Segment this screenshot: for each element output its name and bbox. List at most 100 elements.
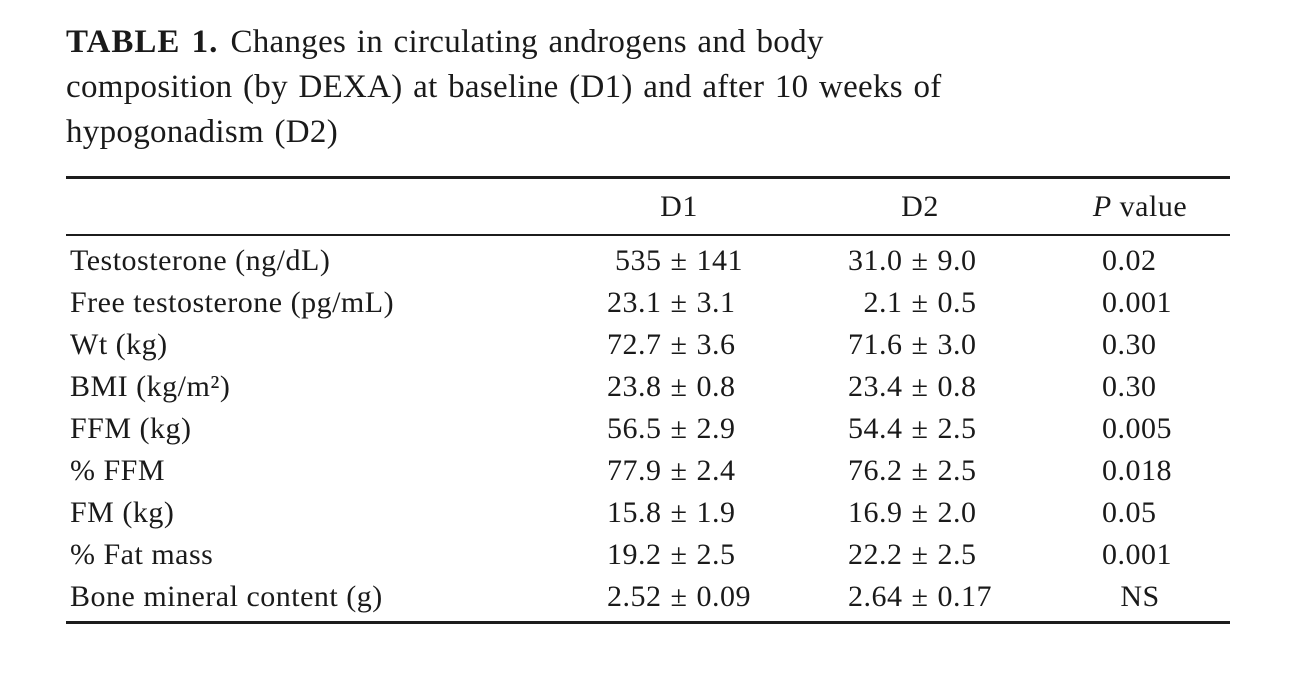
table-body: Testosterone (ng/dL) 535 ±141 31.0 ±9.0 0.02 F… [66, 235, 1230, 623]
row-label-cell: Free testosterone (pg/mL) [70, 286, 395, 319]
p-value: 0.02 [1102, 244, 1157, 277]
p-value: 0.018 [1102, 454, 1172, 487]
p-value-rest: value [1111, 189, 1188, 223]
value-mean: 16.9 [848, 496, 903, 529]
d1-value-cell: 56.5 ±2.9 [568, 408, 790, 450]
p-value: 0.005 [1102, 412, 1172, 445]
d1-value-cell-wrap: 56.5 ±2.9 [600, 412, 759, 446]
p-value-cell: NS [1050, 576, 1230, 623]
table-row: % FFM 77.9 ±2.4 76.2 ±2.5 0.018 [66, 450, 1230, 492]
d1-value-cell-wrap: 77.9 ±2.4 [600, 454, 759, 488]
d1-value-cell: 535 ±141 [568, 235, 790, 282]
value-sd: 2.9 [696, 412, 736, 445]
value-mean: 15.8 [607, 496, 662, 529]
d1-value-cell-wrap: 19.2 ±2.5 [600, 538, 759, 572]
plus-minus-sign: ± [911, 412, 929, 445]
d1-value-cell-wrap: 23.1 ±3.1 [600, 286, 759, 320]
value-sd: 2.5 [937, 412, 977, 445]
value-mean: 2.1 [863, 286, 903, 319]
d2-value-cell-wrap: 16.9 ±2.0 [841, 496, 1000, 530]
d2-value-cell: 54.4 ±2.5 [790, 408, 1050, 450]
d1-value-cell-wrap: 23.8 ±0.8 [600, 370, 759, 404]
plus-minus-sign: ± [911, 244, 929, 277]
value-mean: 31.0 [848, 244, 903, 277]
row-label-cell: Testosterone (ng/dL) [70, 244, 331, 277]
d2-value-cell-wrap: 23.4 ±0.8 [841, 370, 1000, 404]
plus-minus-sign: ± [670, 580, 688, 613]
table-row: FM (kg) 15.8 ±1.9 16.9 ±2.0 0.05 [66, 492, 1230, 534]
value-mean: 23.4 [848, 370, 903, 403]
value-sd: 0.17 [937, 580, 992, 613]
d1-value-cell-wrap: 2.52 ±0.09 [600, 580, 759, 614]
value-mean: 23.8 [607, 370, 662, 403]
d2-value-cell: 76.2 ±2.5 [790, 450, 1050, 492]
value-sd: 3.0 [937, 328, 977, 361]
value-mean: 71.6 [848, 328, 903, 361]
plus-minus-sign: ± [911, 496, 929, 529]
p-value: 0.001 [1102, 286, 1172, 319]
value-sd: 141 [696, 244, 743, 277]
value-sd: 2.5 [696, 538, 736, 571]
d2-value-cell: 23.4 ±0.8 [790, 366, 1050, 408]
d1-value-cell: 19.2 ±2.5 [568, 534, 790, 576]
value-sd: 9.0 [937, 244, 977, 277]
value-sd: 3.6 [696, 328, 736, 361]
table-row: Testosterone (ng/dL) 535 ±141 31.0 ±9.0 0.02 [66, 235, 1230, 282]
value-sd: 2.4 [696, 454, 736, 487]
p-value-cell: 0.001 [1050, 282, 1230, 324]
caption-line-1: Changes in circulating androgens and bod… [230, 24, 824, 60]
value-sd: 2.5 [937, 454, 977, 487]
header-p-value: P value [1050, 177, 1230, 236]
p-value: 0.05 [1102, 496, 1157, 529]
d2-value-cell-wrap: 2.1 ±0.5 [841, 286, 1000, 320]
caption-line-3: hypogonadism (D2) [66, 114, 338, 150]
plus-minus-sign: ± [670, 244, 688, 277]
value-mean: 2.64 [848, 580, 903, 613]
table-number: TABLE 1. [66, 24, 219, 60]
d2-value-cell: 16.9 ±2.0 [790, 492, 1050, 534]
value-sd: 2.5 [937, 538, 977, 571]
header-d2: D2 [790, 177, 1050, 236]
table-row: FFM (kg) 56.5 ±2.9 54.4 ±2.5 0.005 [66, 408, 1230, 450]
plus-minus-sign: ± [911, 454, 929, 487]
d1-value-cell: 23.1 ±3.1 [568, 282, 790, 324]
value-sd: 1.9 [696, 496, 736, 529]
value-sd: 3.1 [696, 286, 736, 319]
d2-value-cell-wrap: 76.2 ±2.5 [841, 454, 1000, 488]
plus-minus-sign: ± [670, 454, 688, 487]
d2-value-cell-wrap: 71.6 ±3.0 [841, 328, 1000, 362]
header-row: D1 D2 P value [66, 177, 1230, 236]
plus-minus-sign: ± [670, 496, 688, 529]
value-mean: 2.52 [607, 580, 662, 613]
plus-minus-sign: ± [670, 538, 688, 571]
plus-minus-sign: ± [911, 286, 929, 319]
value-sd: 2.0 [937, 496, 977, 529]
caption-line-2: composition (by DEXA) at baseline (D1) a… [66, 69, 942, 105]
d2-value-cell-wrap: 22.2 ±2.5 [841, 538, 1000, 572]
d1-value-cell: 15.8 ±1.9 [568, 492, 790, 534]
d1-value-cell-wrap: 72.7 ±3.6 [600, 328, 759, 362]
row-label-cell: FFM (kg) [70, 412, 192, 445]
d2-value-cell: 31.0 ±9.0 [790, 235, 1050, 282]
p-value: 0.30 [1102, 370, 1157, 403]
value-mean: 535 [615, 244, 662, 277]
p-value-cell: 0.001 [1050, 534, 1230, 576]
header-d1: D1 [568, 177, 790, 236]
header-empty [66, 177, 568, 236]
value-mean: 72.7 [607, 328, 662, 361]
plus-minus-sign: ± [670, 286, 688, 319]
row-label-cell: % Fat mass [70, 538, 214, 571]
table-row: Bone mineral content (g) 2.52 ±0.09 2.64 ±0.… [66, 576, 1230, 623]
p-value-cell: 0.02 [1050, 235, 1230, 282]
plus-minus-sign: ± [911, 580, 929, 613]
value-mean: 22.2 [848, 538, 903, 571]
d1-value-cell: 23.8 ±0.8 [568, 366, 790, 408]
d2-value-cell: 22.2 ±2.5 [790, 534, 1050, 576]
value-sd: 0.5 [937, 286, 977, 319]
d1-value-cell: 2.52 ±0.09 [568, 576, 790, 623]
value-mean: 56.5 [607, 412, 662, 445]
row-label-cell: % FFM [70, 454, 166, 487]
p-value-cell: 0.30 [1050, 366, 1230, 408]
value-sd: 0.8 [937, 370, 977, 403]
d2-value-cell: 71.6 ±3.0 [790, 324, 1050, 366]
